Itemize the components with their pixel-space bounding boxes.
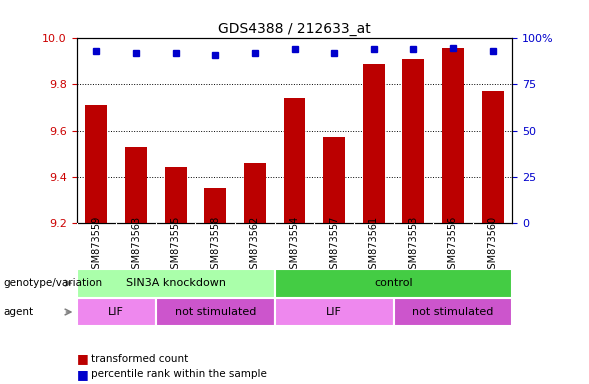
Text: not stimulated: not stimulated [412,307,494,317]
Bar [323,137,345,223]
Bar [85,105,107,223]
Text: agent: agent [3,307,33,317]
Text: GSM873559: GSM873559 [91,216,101,275]
Text: SIN3A knockdown: SIN3A knockdown [125,278,226,288]
Bar [125,147,147,223]
Bar [156,298,274,326]
Text: ■: ■ [77,368,88,381]
Bar [274,269,512,298]
Text: LIF: LIF [108,307,124,317]
Bar [283,98,305,223]
Text: GSM873556: GSM873556 [448,216,458,275]
Text: GSM873553: GSM873553 [408,216,418,275]
Bar [165,167,187,223]
Text: percentile rank within the sample: percentile rank within the sample [91,369,267,379]
Text: GSM873558: GSM873558 [210,216,220,275]
Bar [402,59,424,223]
Bar [274,298,393,326]
Text: genotype/variation: genotype/variation [3,278,102,288]
Text: GSM873563: GSM873563 [131,216,141,275]
Bar [77,298,156,326]
Text: GSM873561: GSM873561 [369,216,379,275]
Text: GSM873554: GSM873554 [290,216,299,275]
Bar [393,298,512,326]
Bar [77,269,274,298]
Text: not stimulated: not stimulated [174,307,256,317]
Bar [204,188,226,223]
Title: GDS4388 / 212633_at: GDS4388 / 212633_at [218,22,371,36]
Text: GSM873562: GSM873562 [250,216,260,275]
Bar [244,163,266,223]
Bar [482,91,504,223]
Text: transformed count: transformed count [91,354,188,364]
Text: GSM873555: GSM873555 [171,216,181,275]
Text: ■: ■ [77,353,88,366]
Text: GSM873560: GSM873560 [488,216,498,275]
Bar [442,48,464,223]
Text: control: control [374,278,413,288]
Text: LIF: LIF [326,307,342,317]
Text: GSM873557: GSM873557 [329,216,339,275]
Bar [363,64,385,223]
